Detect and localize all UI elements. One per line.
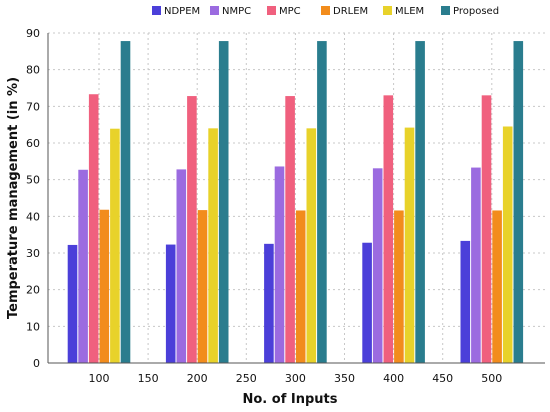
bar-proposed-300 <box>317 41 327 364</box>
bar-mpc-200 <box>187 96 197 364</box>
bar-nmpc-200 <box>176 169 187 363</box>
bar-mlem-100 <box>110 128 120 363</box>
y-tick-label: 30 <box>26 247 40 260</box>
legend: NDPEM NMPC MPC DRLEM MLEM Proposed <box>152 6 499 17</box>
bar-mlem-300 <box>306 128 317 363</box>
bar-nmpc-500 <box>471 167 481 363</box>
bar-ndpem-100 <box>67 244 78 363</box>
x-axis-title: No. of Inputs <box>243 392 338 407</box>
bar-ndpem-300 <box>264 243 274 363</box>
y-tick-label: 0 <box>33 357 40 370</box>
grid-lines <box>48 32 545 363</box>
bar-drlem-200 <box>197 210 208 363</box>
bar-drlem-500 <box>492 210 502 363</box>
legend-swatch-nmpc <box>210 6 219 15</box>
bar-ndpem-200 <box>165 244 176 363</box>
bar-proposed-100 <box>120 41 131 364</box>
x-tick-label: 200 <box>187 372 208 385</box>
y-tick-label: 90 <box>26 27 40 40</box>
legend-label-mlem: MLEM <box>395 6 424 17</box>
y-tick-label: 60 <box>26 137 40 150</box>
x-tick-label: 300 <box>285 372 306 385</box>
x-tick-label: 400 <box>383 372 404 385</box>
bar-mpc-500 <box>481 95 492 363</box>
bar-ndpem-500 <box>460 240 471 363</box>
x-tick-label: 350 <box>334 372 355 385</box>
tick-labels: 0 10 20 30 40 50 60 70 80 90 100 150 200 250 300 350 400… <box>26 27 502 385</box>
bar-proposed-500 <box>513 41 524 364</box>
bar-nmpc-300 <box>274 166 285 363</box>
legend-swatch-mpc <box>267 6 276 15</box>
x-tick-label: 100 <box>89 372 110 385</box>
bar-mlem-500 <box>502 126 513 363</box>
bar-drlem-400 <box>394 210 404 363</box>
y-tick-label: 70 <box>26 100 40 113</box>
bar-drlem-300 <box>295 210 306 363</box>
bar-mpc-100 <box>88 94 99 363</box>
axes <box>47 33 545 364</box>
legend-swatch-proposed <box>441 6 450 15</box>
x-tick-label: 500 <box>481 372 502 385</box>
bar-proposed-400 <box>415 41 425 364</box>
legend-label-drlem: DRLEM <box>333 6 368 17</box>
x-tick-label: 150 <box>138 372 159 385</box>
bar-mpc-400 <box>383 95 394 363</box>
y-tick-label: 10 <box>26 320 40 333</box>
bar-drlem-100 <box>99 209 110 363</box>
y-tick-label: 50 <box>26 174 40 187</box>
bar-nmpc-100 <box>78 169 88 363</box>
legend-swatch-ndpem <box>152 6 161 15</box>
bar-mlem-200 <box>208 128 218 363</box>
y-tick-label: 20 <box>26 284 40 297</box>
x-tick-label: 450 <box>432 372 453 385</box>
legend-swatch-mlem <box>383 6 392 15</box>
legend-label-mpc: MPC <box>279 6 301 17</box>
bar-mlem-400 <box>404 127 415 363</box>
bar-ndpem-400 <box>362 242 372 363</box>
legend-swatch-drlem <box>321 6 330 15</box>
legend-label-nmpc: NMPC <box>222 6 251 17</box>
bar-mpc-300 <box>285 96 295 364</box>
bars <box>67 41 524 364</box>
y-axis-title: Temperature management (in %) <box>6 77 21 319</box>
legend-label-proposed: Proposed <box>453 6 499 17</box>
y-tick-label: 80 <box>26 64 40 77</box>
legend-label-ndpem: NDPEM <box>164 6 200 17</box>
x-tick-label: 250 <box>236 372 257 385</box>
bar-nmpc-400 <box>372 168 383 363</box>
y-tick-label: 40 <box>26 210 40 223</box>
bar-proposed-200 <box>218 41 229 364</box>
